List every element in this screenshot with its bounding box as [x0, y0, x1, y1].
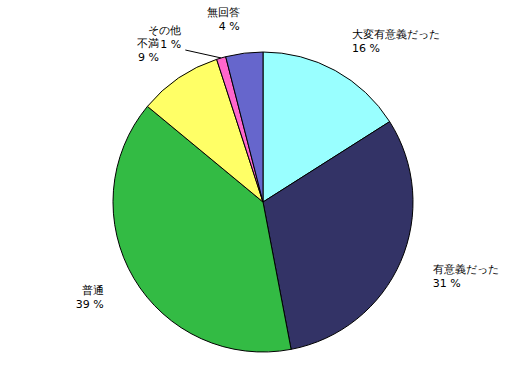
data-label: 31 % — [433, 277, 461, 290]
slice-label: その他 — [148, 24, 181, 37]
data-label: 4 % — [219, 20, 240, 33]
data-label: 1 % — [160, 38, 181, 51]
pie-slice — [263, 122, 413, 350]
slice-label: 普通 — [82, 284, 104, 297]
slice-label: 無回答 — [207, 6, 240, 19]
leader-line — [185, 50, 221, 58]
pie-slice — [226, 52, 263, 202]
data-label: 39 % — [76, 298, 104, 311]
slice-label: 有意義だった — [433, 263, 499, 276]
data-label: 16 % — [352, 42, 380, 55]
slice-label: 不満 — [137, 37, 159, 50]
data-label: 9 % — [138, 51, 159, 64]
slice-label: 大変有意義だった — [352, 28, 440, 41]
chart: 大変有意義だった16 % 有意義だった31 % 普通39 % 不満9 % その他1 % 無… — [0, 0, 525, 370]
